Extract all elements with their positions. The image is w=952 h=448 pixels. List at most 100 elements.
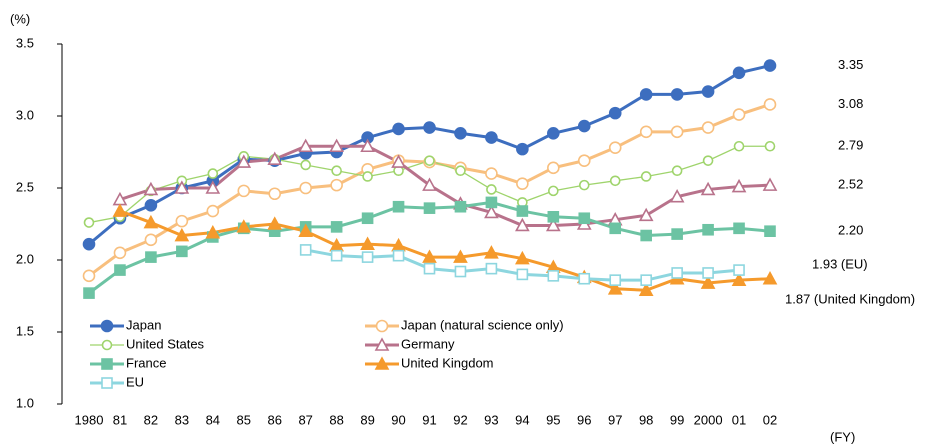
x-tick-label: 97 [608, 412, 622, 427]
data-point [454, 126, 467, 140]
x-tick-label: 96 [577, 412, 591, 427]
data-point [361, 212, 374, 225]
data-point [453, 249, 468, 263]
data-point [608, 141, 622, 154]
data-point [763, 59, 777, 72]
data-point [330, 178, 343, 192]
data-point [701, 85, 715, 98]
x-tick-label: 90 [391, 412, 405, 427]
data-point [484, 204, 499, 219]
data-point [733, 140, 745, 152]
x-tick-label: 95 [546, 412, 560, 427]
data-point [113, 246, 127, 260]
value-label: 3.08 [838, 96, 863, 111]
data-point [83, 287, 95, 299]
data-point [329, 138, 344, 153]
data-point [640, 229, 652, 242]
x-tick-label: 87 [298, 412, 312, 427]
data-point [236, 154, 252, 168]
data-point [547, 270, 560, 282]
data-point [701, 121, 715, 134]
data-point [362, 171, 373, 182]
value-label: 2.79 [838, 138, 863, 153]
data-point [733, 264, 745, 276]
y-axis-label: (%) [10, 11, 30, 26]
data-point [299, 181, 312, 195]
x-tick-label: 85 [237, 412, 251, 427]
data-point [207, 168, 219, 179]
data-point [608, 106, 622, 120]
data-point [176, 245, 188, 258]
data-point [485, 262, 498, 275]
data-point [392, 249, 405, 262]
x-tick-label: 2000 [694, 412, 723, 427]
data-point [361, 251, 374, 263]
legend-label: United Kingdom [401, 355, 494, 370]
data-point [454, 265, 467, 278]
x-tick-label: 88 [329, 412, 343, 427]
value-label: 1.93 (EU) [812, 256, 868, 271]
data-point [515, 250, 530, 265]
x-axis-label: (FY) [830, 429, 855, 444]
legend-marker [101, 377, 113, 389]
data-point [485, 131, 498, 144]
data-point [640, 274, 652, 286]
data-point [671, 267, 683, 279]
data-point [424, 155, 435, 166]
data-point [515, 217, 530, 232]
data-point [174, 180, 190, 194]
x-tick-label: 82 [144, 412, 158, 427]
data-point [145, 251, 157, 263]
data-point [671, 165, 683, 177]
data-point [392, 122, 405, 136]
x-tick-label: 93 [484, 412, 498, 427]
data-point [548, 185, 559, 197]
x-tick-label: 83 [175, 412, 189, 427]
data-point [82, 237, 96, 251]
data-point [299, 244, 312, 256]
data-point [639, 88, 653, 101]
data-point [484, 245, 499, 259]
data-point [732, 108, 746, 121]
data-point [174, 227, 190, 242]
data-point [267, 216, 283, 230]
data-point [702, 267, 714, 279]
legend-label: Japan (natural science only) [401, 317, 564, 332]
data-point [640, 171, 652, 182]
series-line [119, 144, 771, 227]
x-tick-label: 89 [360, 412, 374, 427]
data-point [578, 212, 591, 225]
value-label: 3.35 [838, 57, 863, 72]
data-point [143, 214, 159, 229]
data-point [330, 221, 343, 233]
data-point [545, 217, 561, 232]
legend-marker [375, 319, 389, 333]
legend-marker [374, 356, 390, 370]
data-point [547, 161, 560, 175]
x-tick-label: 02 [763, 412, 777, 427]
y-tick-label: 2.5 [16, 179, 34, 194]
legend-marker [101, 339, 113, 351]
value-label: 2.52 [838, 177, 863, 192]
x-tick-label: 86 [267, 412, 281, 427]
data-point [298, 223, 314, 237]
legend-marker [374, 337, 390, 351]
data-point [300, 159, 311, 171]
data-point [639, 125, 653, 139]
data-point [702, 155, 714, 166]
data-point [516, 268, 529, 281]
data-point [82, 269, 96, 283]
data-point [731, 272, 747, 286]
data-point [360, 138, 375, 153]
x-tick-label: 84 [206, 412, 220, 427]
data-point [83, 217, 95, 228]
data-point [485, 167, 498, 180]
data-point [547, 211, 560, 223]
value-label: 2.20 [838, 223, 863, 238]
data-point [669, 188, 685, 203]
data-point [733, 222, 745, 235]
legend-marker [100, 319, 114, 333]
data-point [454, 200, 467, 213]
data-point [267, 151, 283, 165]
